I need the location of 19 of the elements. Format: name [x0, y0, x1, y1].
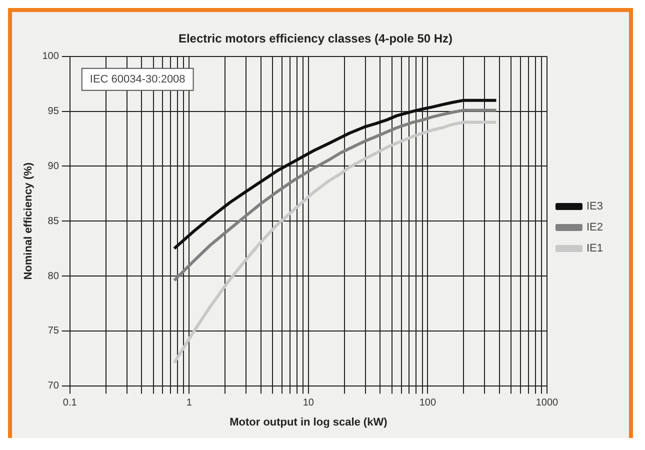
x-tick-label: 10: [302, 398, 314, 409]
annotation: IEC 60034-30:2008: [90, 73, 186, 86]
y-tick-label: 100: [42, 51, 60, 62]
x-tick-label: 100: [419, 398, 436, 409]
x-axis-title: Motor output in log scale (kW): [230, 416, 388, 428]
x-tick-label: 0.1: [62, 398, 78, 409]
y-tick-label: 85: [48, 216, 60, 227]
y-axis-title: Nominal efficiency (%): [22, 162, 35, 280]
chart-title: Electric motors efficiency classes (4-pole 50 Hz): [178, 32, 453, 46]
legend-label: IE3: [586, 200, 604, 213]
x-tick-label: 1: [186, 398, 192, 409]
x-tick-label: 1000: [536, 398, 559, 409]
legend-label: IE2: [586, 222, 604, 234]
y-tick-label: 80: [48, 270, 60, 282]
y-tick-label: 90: [48, 160, 60, 172]
legend-label: IE1: [586, 242, 604, 255]
y-tick-label: 95: [48, 106, 60, 118]
y-tick-label: 75: [48, 326, 60, 337]
y-tick-label: 70: [48, 380, 60, 392]
